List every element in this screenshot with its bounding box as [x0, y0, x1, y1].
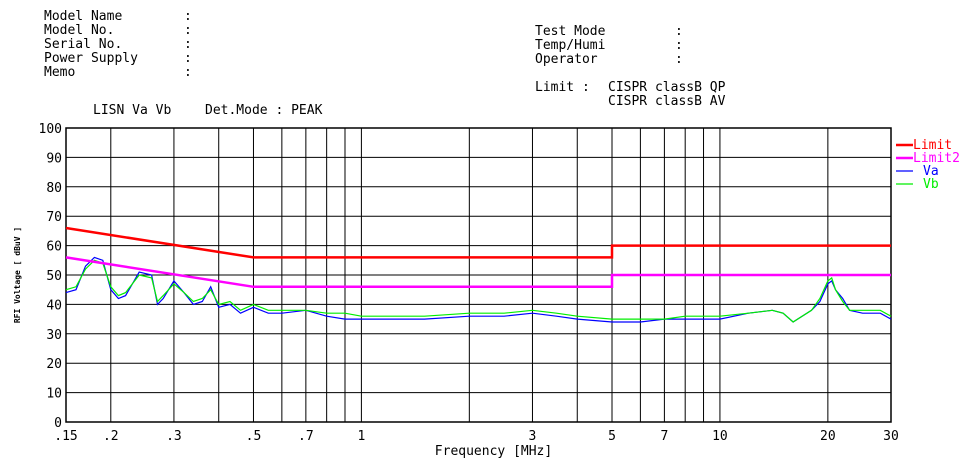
legend-label-limit: Limit — [913, 138, 952, 153]
x-tick-label: 10 — [712, 429, 728, 444]
y-tick-label: 90 — [46, 151, 62, 166]
x-tick-label: 3 — [529, 429, 537, 444]
series-layer — [65, 226, 892, 323]
legend-label-vb: Vb — [923, 177, 939, 192]
header-left-colon-4: : — [184, 65, 192, 80]
header-left-label-3: Power Supply — [44, 51, 138, 66]
x-tick-label: .5 — [246, 429, 262, 444]
x-tick-label: .7 — [298, 429, 314, 444]
y-tick-label: 40 — [46, 298, 62, 313]
series-line-limit — [65, 226, 891, 259]
x-tick-label: 30 — [883, 429, 899, 444]
header-right-label-2: Operator — [535, 52, 598, 67]
x-axis-ticks: .15 .2 .3 .5 .7 1 3 5 7 10 20 30 — [54, 429, 899, 444]
header-left-colon-0: : — [184, 9, 192, 24]
series-line-limit2 — [65, 256, 891, 289]
y-tick-label: 20 — [46, 357, 62, 372]
header-right-colon-0: : — [675, 24, 683, 39]
x-tick-label: 5 — [608, 429, 616, 444]
det-mode-text: Det.Mode : PEAK — [205, 103, 323, 118]
y-tick-label: 80 — [46, 181, 62, 196]
y-tick-label: 50 — [46, 269, 62, 284]
x-axis-label: Frequency [MHz] — [435, 444, 552, 459]
y-axis-label: RFI Voltage [ dBuV ] — [13, 227, 22, 323]
series-line-vb — [65, 259, 892, 323]
lisn-text: LISN Va Vb — [93, 103, 172, 118]
header-right-label-0: Test Mode — [535, 24, 606, 39]
header-left-fields: Model Name: Model No.: Serial No.: Power Su… — [44, 10, 244, 82]
header-left-colon-1: : — [184, 23, 192, 38]
header-left-label-2: Serial No. — [44, 37, 123, 52]
x-tick-label: .2 — [103, 429, 119, 444]
y-tick-label: 60 — [46, 240, 62, 255]
limit-label: Limit : — [535, 80, 598, 95]
header-right-colon-2: : — [675, 52, 683, 67]
header-left-label-0: Model Name — [44, 9, 123, 24]
y-tick-label: 10 — [46, 387, 62, 402]
y-tick-label: 30 — [46, 328, 62, 343]
y-tick-label: 100 — [39, 122, 62, 137]
y-axis-ticks: 0 10 20 30 40 50 60 70 80 90 100 — [39, 122, 62, 431]
legend-label-va: Va — [923, 164, 939, 179]
y-tick-label: 0 — [54, 416, 62, 431]
header-left-label-1: Model No. — [44, 23, 115, 38]
limit-line-qp: CISPR classB QP — [608, 80, 726, 95]
header-right-colon-1: : — [675, 38, 683, 53]
y-tick-label: 70 — [46, 210, 62, 225]
header-left-colon-2: : — [184, 37, 192, 52]
header-left-label-4: Memo — [44, 65, 76, 80]
limit-info: Limit : CISPR classB QP CISPR classB AV — [535, 81, 725, 137]
header-right-label-1: Temp/Humi — [535, 38, 606, 53]
x-tick-label: 20 — [820, 429, 836, 444]
legend-label-limit2: Limit2 — [913, 151, 960, 166]
x-tick-label: 7 — [660, 429, 668, 444]
x-tick-label: 1 — [357, 429, 365, 444]
header-left-colon-3: : — [184, 51, 192, 66]
limit-line-av: CISPR classB AV — [608, 94, 726, 109]
series-line-va — [65, 256, 892, 323]
x-tick-label: .3 — [166, 429, 182, 444]
x-tick-label: .15 — [54, 429, 77, 444]
header-right-fields: Test Mode: Temp/Humi: Operator: — [535, 25, 685, 69]
